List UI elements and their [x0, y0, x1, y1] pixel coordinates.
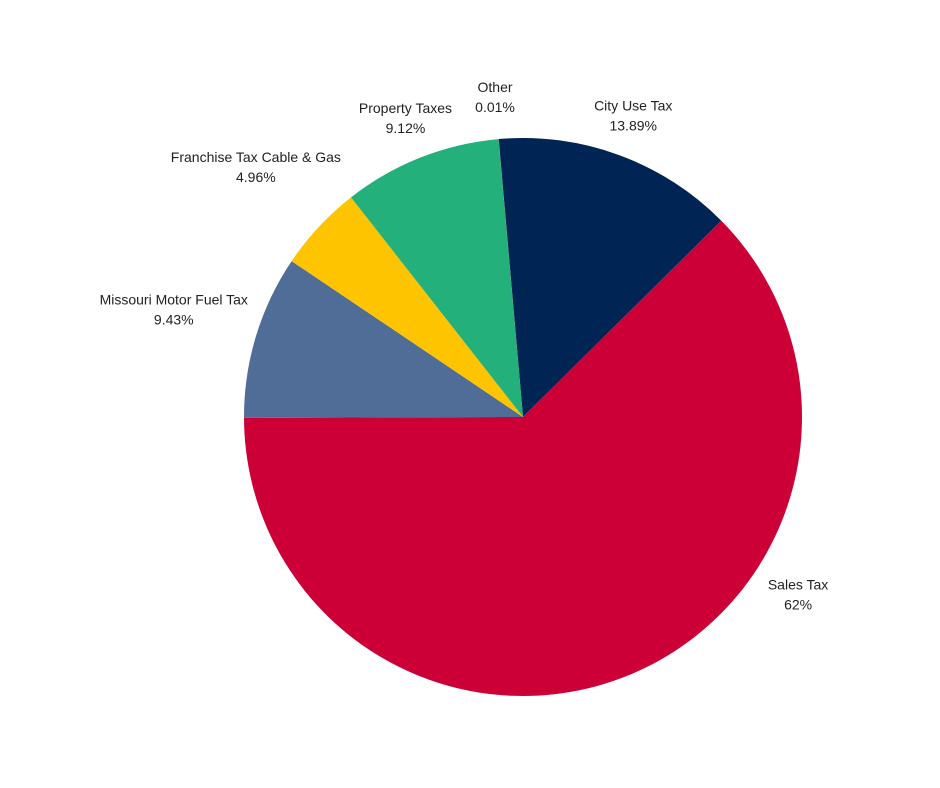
- pie-slice: [498, 138, 722, 417]
- slice-label: Sales Tax: [768, 576, 828, 592]
- slice-value-label: 9.43%: [154, 312, 194, 328]
- pie-slice: [244, 220, 803, 696]
- slice-value-label: 9.12%: [386, 120, 426, 136]
- slice-value-label: 4.96%: [236, 169, 276, 185]
- pie-slice: [350, 139, 523, 418]
- slice-value-label: 0.01%: [475, 99, 515, 115]
- slice-label: Property Taxes: [359, 100, 452, 116]
- slice-label: City Use Tax: [594, 97, 672, 113]
- pie-slice: [291, 197, 523, 417]
- slice-value-label: 62%: [784, 596, 812, 612]
- slice-value-label: 13.89%: [609, 117, 656, 133]
- pie-slice: [498, 139, 523, 417]
- slice-label: Missouri Motor Fuel Tax: [100, 292, 248, 308]
- slice-label: Franchise Tax Cable & Gas: [171, 149, 341, 165]
- pie-slice: [244, 261, 523, 418]
- slice-label: Other: [478, 79, 513, 95]
